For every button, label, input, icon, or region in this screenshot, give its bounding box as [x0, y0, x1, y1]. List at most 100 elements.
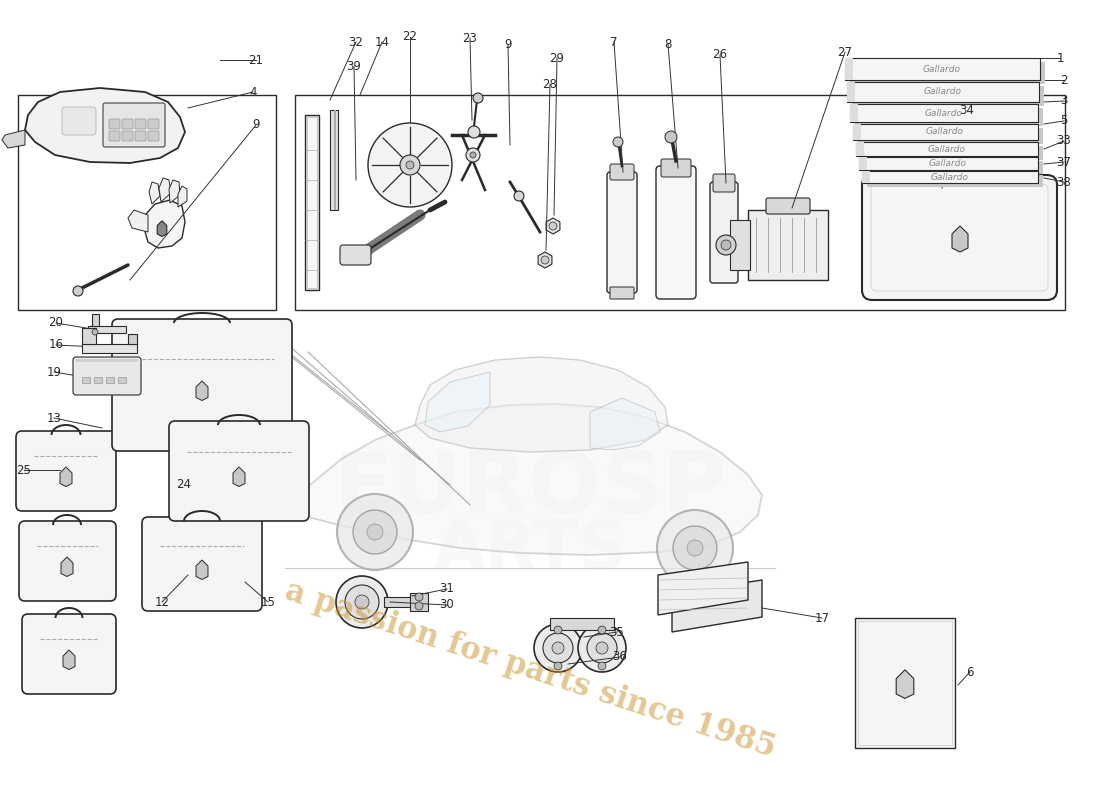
Bar — [852, 86, 1044, 106]
Circle shape — [415, 602, 424, 610]
Circle shape — [73, 286, 82, 296]
FancyBboxPatch shape — [135, 119, 146, 129]
Bar — [82, 328, 96, 344]
Polygon shape — [672, 580, 762, 632]
Bar — [330, 110, 338, 210]
Circle shape — [406, 161, 414, 169]
Circle shape — [716, 235, 736, 255]
Polygon shape — [196, 381, 208, 401]
Bar — [305, 115, 319, 290]
FancyBboxPatch shape — [16, 431, 116, 511]
Text: Gallardo: Gallardo — [928, 145, 966, 154]
Polygon shape — [590, 398, 660, 450]
Circle shape — [688, 540, 703, 556]
Polygon shape — [178, 186, 187, 207]
FancyBboxPatch shape — [73, 357, 141, 395]
Text: Gallardo: Gallardo — [923, 65, 961, 74]
Polygon shape — [295, 404, 762, 555]
Bar — [76, 359, 138, 362]
FancyBboxPatch shape — [169, 421, 309, 521]
Circle shape — [578, 624, 626, 672]
FancyBboxPatch shape — [22, 614, 115, 694]
Circle shape — [355, 595, 368, 609]
Text: a passion for parts since 1985: a passion for parts since 1985 — [280, 576, 779, 764]
Bar — [847, 82, 855, 102]
Bar — [410, 593, 428, 611]
Polygon shape — [144, 200, 185, 248]
Polygon shape — [148, 182, 159, 204]
Text: 22: 22 — [403, 30, 418, 43]
Circle shape — [657, 510, 733, 586]
Bar — [859, 157, 867, 170]
Text: 13: 13 — [46, 411, 62, 425]
Bar — [847, 82, 1040, 102]
Bar — [82, 344, 138, 353]
Text: Gallardo: Gallardo — [930, 159, 967, 169]
FancyBboxPatch shape — [103, 103, 165, 147]
FancyBboxPatch shape — [112, 319, 292, 451]
Circle shape — [367, 524, 383, 540]
Circle shape — [470, 152, 476, 158]
Polygon shape — [196, 560, 208, 579]
Text: 3: 3 — [1060, 94, 1068, 107]
Text: 16: 16 — [48, 338, 64, 351]
FancyBboxPatch shape — [340, 245, 371, 265]
Text: 26: 26 — [713, 49, 727, 62]
Circle shape — [552, 642, 564, 654]
Text: Gallardo: Gallardo — [925, 109, 962, 118]
Text: 19: 19 — [46, 366, 62, 378]
Bar — [845, 58, 1040, 80]
Polygon shape — [233, 467, 245, 486]
Bar — [855, 618, 955, 748]
Text: 28: 28 — [542, 78, 558, 90]
Circle shape — [534, 624, 582, 672]
Text: 37: 37 — [1057, 155, 1071, 169]
Bar — [862, 171, 870, 183]
Text: 31: 31 — [440, 582, 454, 595]
Text: 12: 12 — [154, 595, 169, 609]
Text: 27: 27 — [837, 46, 852, 58]
Text: 38: 38 — [1057, 175, 1071, 189]
Circle shape — [92, 329, 98, 335]
Circle shape — [554, 662, 562, 670]
Bar — [855, 108, 1043, 126]
Text: 5: 5 — [1060, 114, 1068, 127]
Bar — [864, 161, 1043, 174]
Text: 36: 36 — [613, 650, 627, 663]
FancyBboxPatch shape — [148, 119, 159, 129]
Text: 2: 2 — [1060, 74, 1068, 86]
FancyBboxPatch shape — [148, 131, 159, 141]
Bar — [106, 377, 114, 383]
Circle shape — [473, 93, 483, 103]
Polygon shape — [2, 130, 25, 148]
Polygon shape — [896, 670, 914, 698]
FancyBboxPatch shape — [661, 159, 691, 177]
Polygon shape — [952, 226, 968, 252]
Text: ARTS: ARTS — [433, 517, 627, 583]
FancyBboxPatch shape — [656, 166, 696, 299]
Text: 15: 15 — [261, 595, 275, 609]
Bar — [858, 621, 952, 745]
Polygon shape — [415, 357, 668, 452]
Bar — [334, 110, 336, 210]
Bar — [118, 377, 127, 383]
FancyBboxPatch shape — [710, 182, 738, 283]
Circle shape — [514, 191, 524, 201]
Bar — [92, 314, 99, 326]
Circle shape — [554, 626, 562, 634]
FancyBboxPatch shape — [122, 131, 133, 141]
Bar — [384, 597, 412, 607]
Circle shape — [613, 137, 623, 147]
Bar — [82, 377, 90, 383]
Circle shape — [415, 593, 424, 601]
Circle shape — [598, 626, 606, 634]
Text: 30: 30 — [440, 598, 454, 611]
Bar — [858, 128, 1043, 144]
Bar — [307, 117, 317, 288]
Text: 1: 1 — [1056, 51, 1064, 65]
FancyBboxPatch shape — [19, 521, 116, 601]
Text: 4: 4 — [250, 86, 256, 98]
Text: 7: 7 — [610, 35, 618, 49]
Circle shape — [720, 240, 732, 250]
FancyBboxPatch shape — [122, 119, 133, 129]
